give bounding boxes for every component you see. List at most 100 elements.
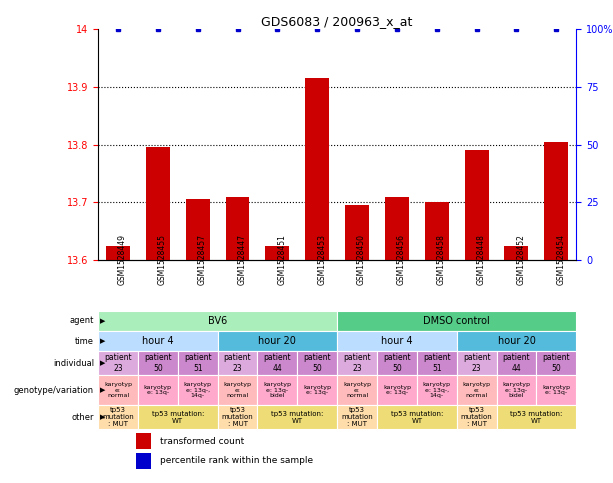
Bar (218, 331, 337, 351)
Bar (305, 78, 329, 260)
Bar (136, 454, 151, 469)
Bar (457, 351, 497, 375)
Text: GSM1528452: GSM1528452 (516, 235, 525, 285)
Bar (98, 375, 138, 405)
Text: GSM1528456: GSM1528456 (397, 234, 406, 285)
Bar (265, 245, 289, 260)
Text: karyotyp
e: 13q-: karyotyp e: 13q- (543, 384, 570, 396)
Bar (497, 405, 576, 429)
Bar (465, 150, 489, 260)
Bar (536, 351, 576, 375)
Text: karyotyp
e: 13q-: karyotyp e: 13q- (383, 384, 411, 396)
Text: patient
50: patient 50 (144, 354, 172, 373)
Bar (138, 405, 218, 429)
Bar (536, 375, 576, 405)
Text: patient
44: patient 44 (264, 354, 291, 373)
Bar (106, 245, 130, 260)
Text: GSM1528453: GSM1528453 (318, 234, 326, 285)
Bar (98, 405, 138, 429)
Bar (377, 375, 417, 405)
Text: patient
23: patient 23 (463, 354, 490, 373)
Text: GSM1528455: GSM1528455 (158, 234, 167, 285)
Text: hour 20: hour 20 (259, 336, 296, 346)
Bar (297, 351, 337, 375)
Text: DMSO control: DMSO control (424, 316, 490, 326)
Bar (297, 375, 337, 405)
Bar (146, 147, 170, 260)
Bar (377, 351, 417, 375)
Text: tp53
mutation
: MUT: tp53 mutation : MUT (102, 407, 134, 427)
Text: ▶: ▶ (100, 387, 105, 393)
Bar (136, 433, 151, 449)
Text: hour 4: hour 4 (381, 336, 413, 346)
Bar (417, 351, 457, 375)
Bar (337, 311, 576, 331)
Bar (497, 351, 536, 375)
Text: tp53 mutation:
WT: tp53 mutation: WT (390, 411, 443, 424)
Text: patient
50: patient 50 (383, 354, 411, 373)
Text: time: time (75, 337, 94, 346)
Bar (218, 405, 257, 429)
Bar (337, 375, 377, 405)
Bar (178, 375, 218, 405)
Bar (98, 351, 138, 375)
Bar (98, 331, 218, 351)
Text: GSM1528450: GSM1528450 (357, 234, 366, 285)
Text: hour 4: hour 4 (142, 336, 173, 346)
Bar (337, 405, 377, 429)
Text: hour 20: hour 20 (498, 336, 535, 346)
Bar (497, 375, 536, 405)
Text: tp53
mutation
: MUT: tp53 mutation : MUT (461, 407, 492, 427)
Text: karyotyp
e:
normal: karyotyp e: normal (224, 382, 251, 398)
Text: karyotyp
e:
normal: karyotyp e: normal (343, 382, 371, 398)
Text: GSM1528454: GSM1528454 (556, 234, 565, 285)
Text: karyotyp
e: 13q-,
14q-: karyotyp e: 13q-, 14q- (184, 382, 211, 398)
Text: GSM1528447: GSM1528447 (237, 234, 246, 285)
Text: agent: agent (70, 316, 94, 326)
Title: GDS6083 / 200963_x_at: GDS6083 / 200963_x_at (262, 15, 413, 28)
Text: patient
51: patient 51 (184, 354, 211, 373)
Text: patient
23: patient 23 (104, 354, 132, 373)
Text: GSM1528448: GSM1528448 (476, 235, 485, 285)
Bar (337, 331, 457, 351)
Text: other: other (72, 412, 94, 422)
Text: BV6: BV6 (208, 316, 227, 326)
Bar (345, 205, 369, 260)
Bar (186, 199, 210, 260)
Text: tp53
mutation
: MUT: tp53 mutation : MUT (341, 407, 373, 427)
Text: patient
44: patient 44 (503, 354, 530, 373)
Bar (257, 351, 297, 375)
Text: tp53 mutation:
WT: tp53 mutation: WT (271, 411, 324, 424)
Bar (457, 331, 576, 351)
Text: GSM1528449: GSM1528449 (118, 234, 127, 285)
Bar (457, 405, 497, 429)
Bar (457, 375, 497, 405)
Text: ▶: ▶ (100, 338, 105, 344)
Text: percentile rank within the sample: percentile rank within the sample (160, 456, 313, 466)
Bar (337, 351, 377, 375)
Text: karyotyp
e: 13q-: karyotyp e: 13q- (303, 384, 331, 396)
Bar (138, 351, 178, 375)
Text: GSM1528451: GSM1528451 (277, 235, 286, 285)
Text: patient
23: patient 23 (343, 354, 371, 373)
Text: genotype/variation: genotype/variation (14, 385, 94, 395)
Text: karyotyp
e: 13q-
bidel: karyotyp e: 13q- bidel (503, 382, 530, 398)
Bar (385, 197, 409, 260)
Bar (257, 405, 337, 429)
Bar (257, 375, 297, 405)
Bar (138, 375, 178, 405)
Text: karyotyp
e:
normal: karyotyp e: normal (463, 382, 490, 398)
Text: GSM1528458: GSM1528458 (436, 235, 446, 285)
Bar (98, 311, 337, 331)
Bar (226, 197, 249, 260)
Bar (544, 142, 568, 260)
Bar (417, 375, 457, 405)
Text: ▶: ▶ (100, 318, 105, 324)
Text: tp53 mutation:
WT: tp53 mutation: WT (510, 411, 563, 424)
Bar (218, 351, 257, 375)
Text: individual: individual (53, 358, 94, 368)
Bar (218, 375, 257, 405)
Text: transformed count: transformed count (160, 437, 245, 446)
Text: patient
50: patient 50 (543, 354, 570, 373)
Text: GSM1528457: GSM1528457 (197, 234, 207, 285)
